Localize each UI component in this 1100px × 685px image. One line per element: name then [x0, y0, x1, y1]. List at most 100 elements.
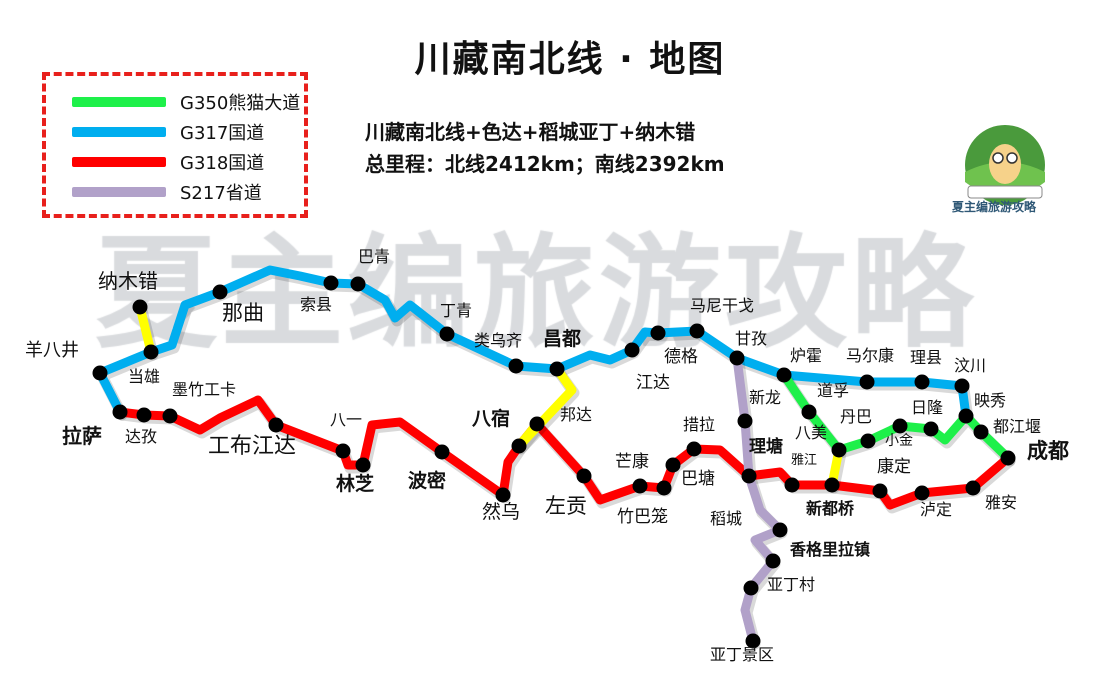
- legend-item-g318: G318国道: [72, 150, 264, 174]
- logo: [965, 125, 1045, 205]
- station-dot: [136, 407, 152, 423]
- station-label: 措拉: [683, 415, 715, 434]
- legend-swatch: [72, 97, 166, 107]
- station-dot: [745, 633, 761, 649]
- station-dot: [549, 361, 565, 377]
- route-g317: [95, 265, 971, 421]
- station-label: 映秀: [974, 391, 1006, 410]
- station-dot: [624, 342, 640, 358]
- station-label: 丹巴: [840, 407, 872, 426]
- station-dot: [439, 326, 455, 342]
- legend-swatch: [72, 157, 166, 167]
- station-dot: [632, 478, 648, 494]
- station-dot: [872, 483, 888, 499]
- station-dot: [112, 404, 128, 420]
- station-dot: [650, 325, 666, 341]
- station-dot: [859, 374, 875, 390]
- station-label: 八一: [330, 410, 362, 429]
- station-label: 江达: [636, 373, 670, 393]
- route-s217: [732, 353, 785, 646]
- legend-item-g350: G350熊猫大道: [72, 90, 300, 114]
- station-label: 都江堰: [993, 417, 1041, 436]
- station-dot: [831, 442, 847, 458]
- station-label: 日隆: [911, 398, 943, 417]
- legend-item-g317: G317国道: [72, 120, 264, 144]
- station-label: 新都桥: [806, 499, 855, 518]
- subtitle-distance: 总里程：北线2412km；南线2392km: [365, 152, 725, 176]
- station-dot: [350, 276, 366, 292]
- logo-text: 夏主编旅游攻略: [952, 200, 1037, 214]
- legend-label: G317国道: [180, 123, 265, 144]
- station-dot: [923, 421, 939, 437]
- route-g350: [779, 370, 1013, 463]
- station-label: 巴塘: [681, 469, 715, 489]
- station-dot: [511, 438, 527, 454]
- station-dot: [824, 477, 840, 493]
- station-label: 马尔康: [846, 346, 894, 365]
- station-label: 汶川: [954, 356, 986, 375]
- legend-item-s217: S217省道: [72, 180, 262, 204]
- station-label: 亚丁景区: [710, 645, 774, 664]
- station-label: 稻城: [710, 509, 742, 528]
- station-label: 左贡: [545, 494, 587, 518]
- station-label: 雅安: [985, 493, 1017, 512]
- station-label: 拉萨: [62, 424, 102, 448]
- station-label: 巴青: [358, 247, 390, 266]
- station-dot: [323, 275, 339, 291]
- station-label: 羊八井: [25, 340, 79, 361]
- station-label: 理塘: [749, 436, 783, 457]
- station-label: 工布江达: [208, 434, 296, 459]
- route-bangda-connector: [514, 364, 577, 451]
- station-label: 类乌齐: [474, 331, 522, 350]
- station-label: 那曲: [222, 301, 264, 325]
- subtitle-routes: 川藏南北线+色达+稻城亚丁+纳木错: [365, 120, 696, 144]
- station-dot: [656, 480, 672, 496]
- legend-label: G350熊猫大道: [180, 93, 301, 114]
- station-dot: [958, 408, 974, 424]
- station-dot: [784, 477, 800, 493]
- station-label: 新龙: [749, 388, 781, 407]
- station-label: 道孚: [817, 381, 849, 400]
- station-dot: [355, 457, 371, 473]
- station-dot: [914, 374, 930, 390]
- page-title: 川藏南北线 · 地图: [414, 39, 726, 80]
- station-label: 八美: [795, 423, 827, 442]
- station-label: 纳木错: [98, 269, 158, 293]
- station-dot: [914, 485, 930, 501]
- station-dot: [743, 580, 759, 596]
- legend-swatch: [72, 187, 166, 197]
- station-label: 理县: [910, 348, 942, 367]
- station-dot: [729, 350, 745, 366]
- station-dot: [765, 553, 781, 569]
- station-label: 林芝: [336, 472, 374, 495]
- station-dot: [772, 522, 788, 538]
- station-label: 昌都: [543, 328, 581, 350]
- station-label: 炉霍: [790, 346, 822, 365]
- station-dot: [954, 378, 970, 394]
- station-dot: [892, 418, 908, 434]
- station-label: 达孜: [125, 427, 157, 446]
- station-dot: [737, 413, 753, 429]
- station-label: 泸定: [920, 500, 952, 519]
- station-label: 波密: [408, 469, 446, 492]
- station-dot: [973, 424, 989, 440]
- station-dot: [143, 344, 159, 360]
- station-dot: [801, 404, 817, 420]
- station-dot: [776, 367, 792, 383]
- station-label: 索县: [300, 295, 332, 314]
- route-namtso-connector: [135, 302, 156, 357]
- station-dot: [212, 284, 228, 300]
- station-label: 竹巴笼: [617, 507, 668, 527]
- station-label: 成都: [1027, 439, 1069, 463]
- station-dot: [686, 441, 702, 457]
- station-label: 康定: [877, 457, 911, 477]
- station-label: 八宿: [472, 407, 510, 430]
- station-label: 雅江: [791, 453, 817, 468]
- station-dot: [268, 417, 284, 433]
- station-label: 丁青: [440, 301, 472, 320]
- station-dot: [529, 416, 545, 432]
- station-dots: [92, 275, 1016, 649]
- station-dot: [162, 408, 178, 424]
